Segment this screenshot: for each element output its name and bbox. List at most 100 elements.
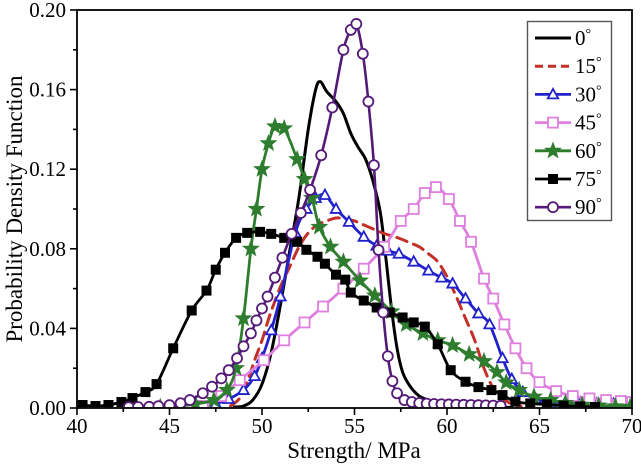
marker bbox=[392, 246, 406, 259]
legend-label: 30° bbox=[575, 82, 602, 106]
marker bbox=[497, 390, 508, 401]
marker bbox=[253, 159, 271, 177]
legend-label-number: 75 bbox=[575, 167, 596, 191]
y-axis-tick-labels: 0.00 0.04 0.08 0.12 0.16 0.20 bbox=[29, 0, 66, 420]
marker bbox=[386, 375, 399, 388]
legend-label-number: 0 bbox=[575, 26, 586, 50]
y-tick-label: 0.12 bbox=[29, 157, 66, 181]
marker bbox=[275, 118, 294, 137]
marker bbox=[264, 323, 279, 336]
legend-entry-45deg: 45° bbox=[535, 111, 602, 135]
marker bbox=[621, 397, 632, 408]
marker bbox=[445, 365, 456, 376]
marker bbox=[331, 269, 341, 280]
marker bbox=[421, 263, 436, 276]
marker bbox=[429, 181, 442, 194]
legend-label-number: 90 bbox=[575, 195, 596, 219]
series-layer bbox=[77, 18, 632, 408]
x-tick-label: 55 bbox=[344, 414, 365, 438]
marker bbox=[206, 380, 218, 393]
marker bbox=[498, 318, 511, 331]
marker bbox=[151, 379, 162, 390]
marker bbox=[465, 235, 477, 248]
legend-label: 75° bbox=[575, 167, 602, 191]
x-tick-label: 50 bbox=[252, 414, 273, 438]
marker bbox=[294, 207, 307, 219]
marker bbox=[233, 374, 246, 387]
marker bbox=[247, 368, 262, 382]
marker bbox=[315, 149, 328, 162]
legend-label: 15° bbox=[575, 54, 602, 78]
x-tick-label: 65 bbox=[529, 414, 550, 438]
marker bbox=[350, 18, 363, 30]
marker bbox=[250, 314, 263, 327]
marker bbox=[183, 394, 196, 406]
marker bbox=[547, 116, 559, 129]
marker bbox=[541, 399, 552, 408]
marker bbox=[301, 244, 312, 255]
marker bbox=[278, 334, 291, 347]
x-axis-tick-labels: 40 45 50 55 60 65 70 bbox=[67, 414, 641, 438]
marker bbox=[478, 272, 490, 285]
marker bbox=[445, 276, 460, 289]
marker bbox=[487, 362, 506, 380]
curve-15deg bbox=[229, 216, 523, 408]
marker bbox=[547, 201, 559, 214]
x-tick-label: 45 bbox=[159, 414, 180, 438]
marker bbox=[509, 342, 522, 355]
marker bbox=[321, 237, 340, 255]
marker bbox=[317, 300, 329, 313]
marker bbox=[494, 399, 507, 408]
marker bbox=[231, 232, 242, 243]
legend-label: 60° bbox=[575, 139, 602, 163]
marker bbox=[525, 398, 536, 408]
plot-border bbox=[76, 9, 633, 409]
marker bbox=[548, 174, 558, 184]
marker bbox=[310, 217, 329, 235]
marker bbox=[312, 251, 323, 262]
marker bbox=[204, 390, 223, 408]
curve-0deg bbox=[232, 80, 514, 408]
marker bbox=[304, 183, 317, 196]
markers-90deg bbox=[122, 18, 507, 408]
marker bbox=[381, 350, 394, 363]
marker bbox=[298, 316, 311, 329]
marker bbox=[544, 141, 562, 159]
degree-symbol: ° bbox=[586, 27, 592, 42]
marker bbox=[397, 312, 408, 323]
marker bbox=[215, 372, 228, 385]
legend-entry-90deg: 90° bbox=[535, 195, 602, 219]
legend-entry-15deg: 15° bbox=[535, 54, 602, 78]
marker bbox=[326, 101, 339, 114]
marker bbox=[471, 306, 486, 319]
marker bbox=[259, 133, 278, 151]
marker bbox=[497, 373, 516, 391]
degree-symbol: ° bbox=[596, 196, 602, 211]
marker bbox=[583, 392, 596, 405]
marker bbox=[256, 302, 268, 315]
legend-label-number: 15 bbox=[575, 54, 596, 78]
marker bbox=[394, 215, 407, 227]
marker bbox=[295, 169, 314, 187]
marker bbox=[372, 244, 385, 256]
degree-symbol: ° bbox=[596, 83, 602, 98]
x-tick-label: 60 bbox=[437, 414, 458, 438]
marker bbox=[337, 43, 350, 56]
marker bbox=[231, 352, 243, 365]
legend-label: 45° bbox=[575, 111, 602, 135]
marker bbox=[196, 387, 209, 400]
marker bbox=[356, 47, 369, 60]
marker bbox=[329, 201, 343, 214]
marker bbox=[495, 350, 510, 364]
marker bbox=[377, 306, 390, 319]
marker bbox=[318, 187, 332, 200]
marker bbox=[533, 376, 546, 389]
x-axis-title: Strength/ MPa bbox=[287, 438, 421, 463]
marker bbox=[368, 159, 380, 172]
marker bbox=[288, 149, 307, 167]
marker bbox=[566, 390, 579, 402]
marker bbox=[458, 291, 473, 304]
marker bbox=[342, 214, 356, 227]
marker bbox=[292, 236, 303, 247]
